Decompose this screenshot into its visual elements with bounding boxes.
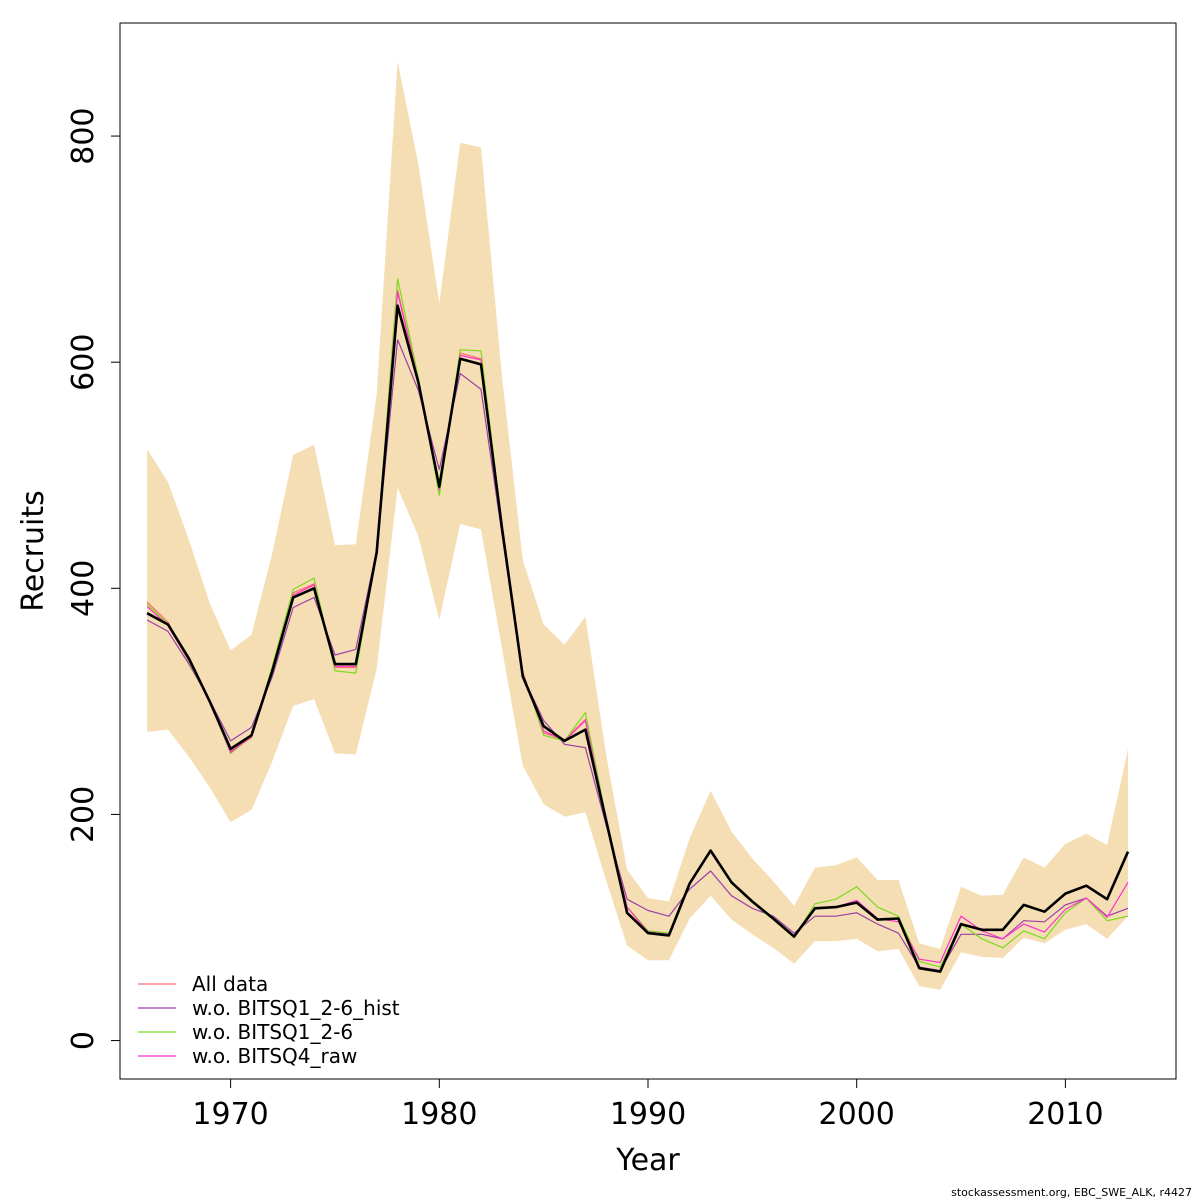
estimate-layer: [146, 304, 1130, 973]
legend-label: All data: [192, 972, 268, 996]
legend-label: w.o. BITSQ1_2-6: [192, 1020, 353, 1044]
x-axis-title: Year: [615, 1143, 680, 1178]
x-tick-label: 2000: [819, 1097, 895, 1132]
credit-text: stockassessment.org, EBC_SWE_ALK, r4427: [951, 1186, 1192, 1199]
series-line-4: [146, 291, 1129, 964]
series-line-2: [146, 339, 1129, 972]
y-tick-label: 600: [66, 334, 101, 391]
x-tick-label: 1990: [610, 1097, 686, 1132]
confidence-band-layer: [147, 61, 1129, 990]
y-tick-label: 200: [66, 786, 101, 843]
x-tick-label: 1980: [401, 1097, 477, 1132]
estimate-line: [146, 304, 1130, 973]
y-axis-title: Recruits: [16, 490, 51, 612]
x-tick-label: 2010: [1027, 1097, 1103, 1132]
x-tick-label: 1970: [192, 1097, 268, 1132]
y-axis: 0 200 400 600 800: [66, 107, 120, 1050]
legend-label: w.o. BITSQ1_2-6_hist: [192, 996, 400, 1020]
legend-label: w.o. BITSQ4_raw: [192, 1044, 357, 1068]
y-tick-label: 800: [66, 107, 101, 164]
y-tick-label: 0: [66, 1031, 101, 1050]
confidence-band: [147, 61, 1129, 990]
y-tick-label: 400: [66, 560, 101, 617]
x-axis: 1970 1980 1990 2000 2010: [192, 1079, 1104, 1132]
